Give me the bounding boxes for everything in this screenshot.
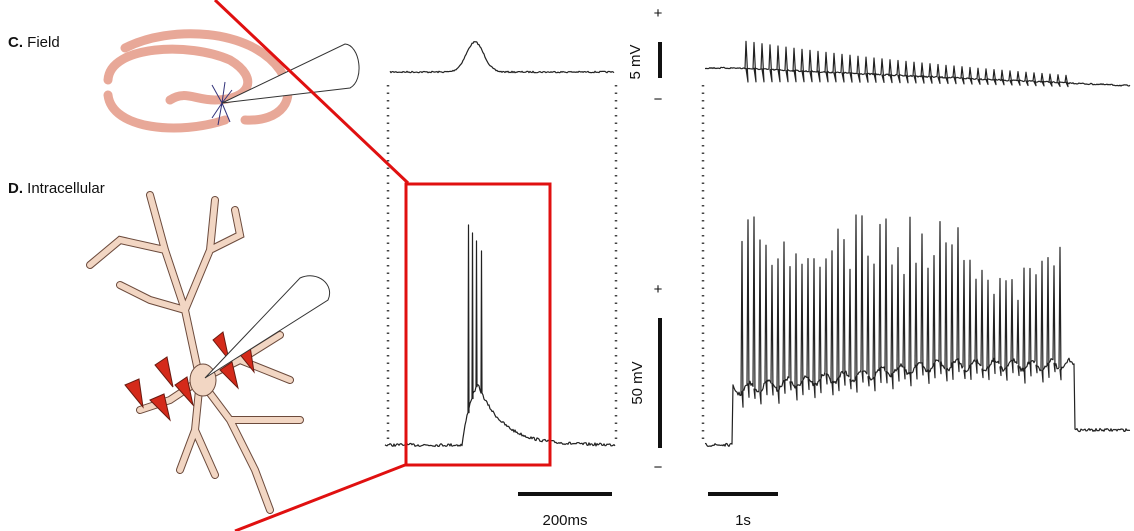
scale-label: 50 mV [629, 361, 646, 404]
zoom-box [404, 182, 552, 467]
intracellular-electrode [204, 275, 331, 379]
zoom-line [234, 463, 406, 531]
panel-title: C. Field [8, 34, 60, 51]
polarity-label: + [654, 281, 663, 298]
scale-label: 1s [735, 512, 751, 529]
intracellular-trace [384, 224, 616, 448]
intracellular-trace [704, 214, 1131, 447]
polarity-label: − [654, 91, 663, 108]
synapse-markers [124, 331, 255, 422]
zoom-line [213, 0, 410, 185]
scale-label: 5 mV [627, 44, 644, 79]
field-trace [389, 41, 615, 74]
hippocampus-drawing [103, 29, 293, 133]
field-trace [705, 40, 1131, 88]
scale-label: 200ms [542, 512, 587, 529]
polarity-label: + [654, 5, 663, 22]
neuron-small [211, 81, 233, 126]
panel-title: D. Intracellular [8, 180, 105, 197]
neuron-drawing [86, 191, 304, 514]
polarity-label: − [654, 459, 663, 476]
